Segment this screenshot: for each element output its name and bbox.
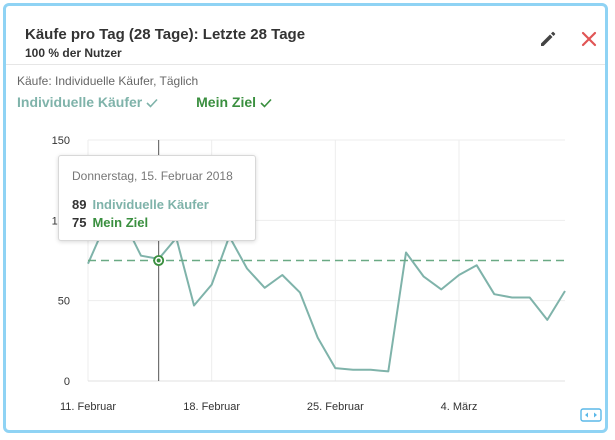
tooltip-date: Donnerstag, 15. Februar 2018 — [72, 169, 233, 183]
tooltip-row-mein-ziel: 75 Mein Ziel — [72, 215, 148, 230]
checkmark-icon — [146, 99, 158, 108]
checkmark-icon — [260, 99, 272, 108]
x-tick-label: 4. März — [441, 401, 478, 413]
close-button[interactable] — [578, 28, 600, 50]
close-icon — [581, 31, 597, 47]
expand-horizontal-icon — [580, 408, 602, 422]
tooltip-value: 75 — [72, 215, 87, 230]
edit-button[interactable] — [537, 28, 559, 50]
tooltip-series-name: Individuelle Käufer — [92, 197, 209, 212]
legend-item-mein-ziel[interactable]: Mein Ziel — [196, 94, 272, 110]
chart-legend: Individuelle Käufer Mein Ziel — [17, 94, 306, 110]
legend-label: Individuelle Käufer — [17, 94, 143, 110]
highlight-point-inner — [156, 258, 161, 263]
y-tick-label: 150 — [52, 135, 70, 147]
tooltip-series-name: Mein Ziel — [92, 215, 149, 230]
expand-button[interactable] — [580, 408, 602, 422]
x-tick-label: 25. Februar — [307, 401, 364, 413]
y-tick-label: 50 — [58, 296, 70, 308]
legend-item-individuelle-kaeufer[interactable]: Individuelle Käufer — [17, 94, 158, 110]
chart-tooltip: Donnerstag, 15. Februar 2018 89 Individue… — [58, 155, 256, 241]
metric-description: Käufe: Individuelle Käufer, Täglich — [17, 74, 199, 88]
card-subtitle: 100 % der Nutzer — [25, 46, 122, 60]
tooltip-row-individuelle-kaeufer: 89 Individuelle Käufer — [72, 197, 209, 212]
x-tick-label: 18. Februar — [183, 401, 240, 413]
pencil-icon — [541, 31, 556, 46]
legend-label: Mein Ziel — [196, 94, 257, 110]
series-line-individuelle-kaeufer — [87, 219, 566, 373]
card-title: Käufe pro Tag (28 Tage): Letzte 28 Tage — [25, 26, 306, 43]
card-header: Käufe pro Tag (28 Tage): Letzte 28 Tage … — [6, 6, 605, 65]
y-tick-label: 0 — [64, 376, 70, 388]
tooltip-value: 89 — [72, 197, 87, 212]
x-tick-label: 11. Februar — [60, 401, 116, 413]
